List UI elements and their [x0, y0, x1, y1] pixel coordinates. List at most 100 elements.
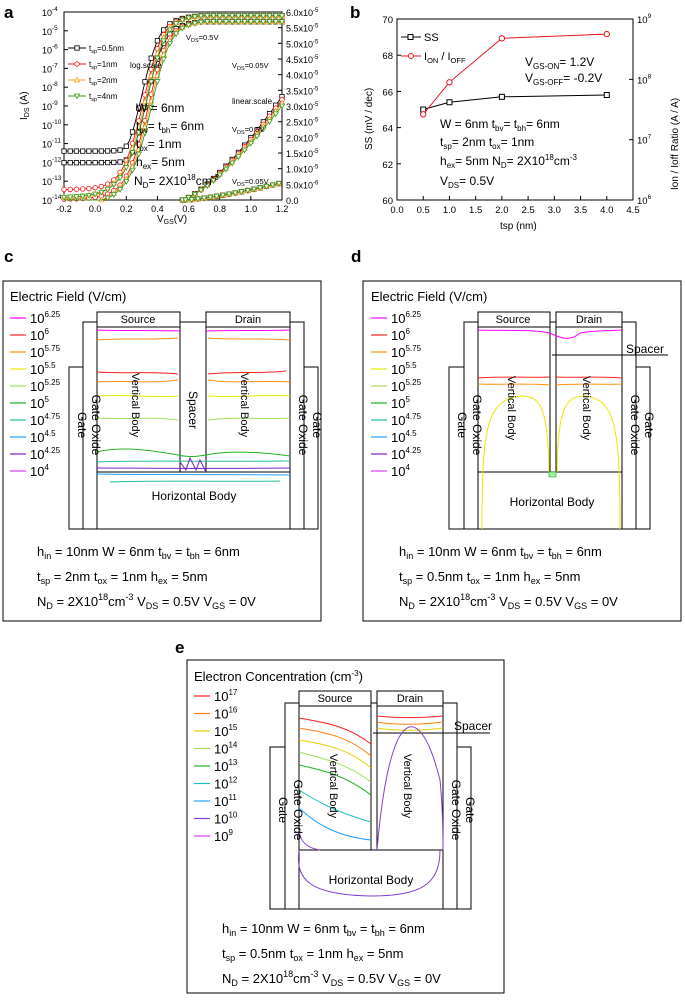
data-point: [182, 197, 189, 204]
data-point: [105, 160, 111, 166]
data-point: [61, 160, 67, 166]
horizontal-body-label: Horizontal Body: [510, 495, 595, 509]
x-tick-label: 0.0: [390, 205, 403, 216]
vertical-body-left-label: Vertical Body: [327, 754, 339, 819]
data-point: [154, 38, 161, 44]
legend-label: 105.5: [30, 361, 56, 377]
data-point: [266, 19, 273, 26]
data-point: [228, 19, 236, 26]
y-right-tick-label: 0.0: [286, 196, 299, 206]
source-label: Source: [496, 314, 531, 326]
x-tick-label: -0.2: [56, 204, 72, 214]
data-point: [98, 189, 105, 196]
gate-right-label: Gate: [642, 412, 656, 438]
data-point: [232, 190, 239, 197]
data-point: [222, 13, 230, 20]
y-right-tick-label: 2.0x10-5: [286, 133, 319, 143]
y-left-tick-label: 10-8: [42, 81, 58, 93]
data-point: [61, 148, 67, 154]
data-point: [123, 165, 130, 171]
y-right-tick-label: 5.5x10-5: [286, 24, 319, 34]
panel-a-x-label: VGS(V): [157, 214, 187, 226]
legend-label: 104.75: [30, 412, 61, 428]
data-point: [197, 13, 205, 20]
data-point: [67, 186, 73, 193]
panel-b-y-left-ticks: 60 62 64 66 68 70: [382, 15, 401, 207]
data-point: [148, 105, 155, 112]
data-point: [253, 133, 261, 140]
data-point: [235, 154, 242, 161]
spacer-label: Spacer: [626, 342, 664, 356]
vds-annotation-3-val: =0.5V: [245, 125, 265, 134]
legend-label: tsp=4nm: [89, 92, 118, 103]
data-point: [188, 197, 195, 204]
panel-b-letter: b: [350, 3, 360, 22]
data-point: [85, 192, 93, 199]
vds-annotation-3: VDS=0.5V: [232, 125, 264, 136]
data-point: [104, 195, 111, 202]
data-point: [86, 185, 92, 192]
data-point: [73, 186, 80, 192]
data-point: [123, 179, 130, 186]
gate-right: [456, 746, 472, 910]
data-point: [116, 175, 124, 182]
data-point: [86, 160, 92, 166]
legend-label: 104.75: [391, 412, 422, 428]
legend-label: 106.25: [391, 310, 422, 326]
x-tick-label: 2.0: [495, 205, 508, 216]
data-point: [123, 143, 129, 149]
param-line-3: ND = 2X1018cm-3 VDS = 0.5V VGS = 0V: [37, 592, 256, 611]
data-point: [67, 148, 73, 154]
data-point: [74, 45, 80, 51]
param-line-2: tsp = 0.5nm tox = 1nm hex = 5nm: [222, 946, 403, 963]
data-point: [166, 27, 174, 34]
panel-b-y-right-ticks: 106 107 108 109: [629, 13, 652, 207]
panel-b-param-1: W = 6nm tbv= tbh= 6nm: [440, 117, 560, 133]
gate-right-label: Gate: [310, 412, 324, 438]
legend-label: tsp=0.5nm: [89, 44, 124, 55]
panel-e-frame: [186, 659, 505, 994]
vgs-on-annotation: VGS-ON= 1.2V: [525, 55, 594, 71]
data-point: [105, 148, 111, 154]
data-point: [272, 111, 279, 118]
gate-oxide-left-label: Gate Oxide: [89, 395, 103, 456]
legend-label: 104: [30, 463, 49, 479]
data-point: [266, 119, 273, 125]
data-point: [73, 194, 80, 201]
data-point: [194, 196, 202, 203]
legend-ratio-marker: [408, 53, 414, 59]
gate-oxide-left-label: Gate Oxide: [291, 780, 305, 841]
data-point: [98, 160, 104, 166]
param-tox: tox= 1nm: [136, 137, 181, 153]
data-point: [204, 183, 211, 189]
y-right-tick-label: 106: [637, 194, 652, 207]
x-tick-label: 4.5: [626, 205, 639, 216]
panel-a-y-left-ticks: 10-4 10-5 10-6 10-7 10-8 10-9 10-10 10-11 10-12 1…: [42, 6, 68, 206]
data-point: [253, 13, 261, 20]
panel-c-params: hin = 10nm W = 6nm tbv = tbh = 6nm tsp = …: [37, 544, 256, 611]
panel-d: d Electric Field (V/cm) 106.25106105.751…: [351, 247, 682, 622]
data-point: [278, 19, 286, 26]
data-point: [204, 19, 211, 26]
data-point: [210, 178, 217, 184]
param-tbv: tbv= tbh= 6nm: [136, 119, 204, 135]
data-point: [179, 17, 186, 24]
panel-a-x-ticks: -0.2 0.0 0.2 0.4 0.6 0.8 1.0 1.2: [56, 196, 288, 214]
panel-b-param-3: hex= 5nm ND= 2X1018cm-3: [440, 153, 578, 170]
gate-oxide-left-label: Gate Oxide: [470, 395, 484, 456]
y-right-tick-label: 108: [637, 73, 652, 86]
legend-label: 1013: [214, 758, 238, 774]
data-point: [104, 186, 111, 193]
y-right-tick-label: 5.0x10-6: [286, 180, 319, 190]
data-point: [160, 56, 167, 63]
data-point: [204, 13, 211, 20]
y-right-tick-label: 3.5x10-5: [286, 86, 319, 96]
linear-scale-label: linear.scale: [232, 97, 273, 106]
y-right-tick-label: 1.0x10-5: [286, 165, 319, 175]
legend-label: 109: [214, 828, 233, 844]
gate-right-label: Gate: [463, 797, 477, 823]
legend-label: 104.5: [391, 429, 417, 445]
field-contours: [96, 329, 291, 483]
vertical-body-right-label: Vertical Body: [580, 376, 592, 441]
x-tick-label: 0.6: [182, 204, 195, 214]
